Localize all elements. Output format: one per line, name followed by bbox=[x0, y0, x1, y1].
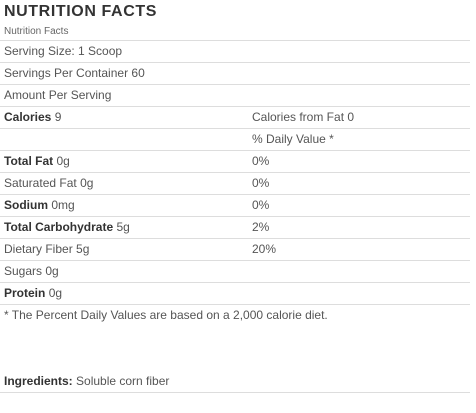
nutrient-row-saturated-fat: Saturated Fat 0g 0% bbox=[0, 173, 470, 195]
nutrient-row-protein: Protein 0g bbox=[0, 283, 470, 305]
nutrient-row-total-carbohydrate: Total Carbohydrate 5g 2% bbox=[0, 217, 470, 239]
nutrient-dv: 0% bbox=[252, 176, 270, 190]
calories-row: Calories 9 Calories from Fat 0 bbox=[0, 107, 470, 129]
nutrient-label: Sugars bbox=[4, 264, 43, 278]
nutrient-amount: 0mg bbox=[51, 198, 75, 212]
nutrient-label: Sodium bbox=[4, 198, 48, 212]
nutrient-row-sugars: Sugars 0g bbox=[0, 261, 470, 283]
nutrient-amount: 5g bbox=[76, 242, 90, 256]
nutrient-label: Total Carbohydrate bbox=[4, 220, 114, 234]
nutrient-dv bbox=[250, 283, 470, 304]
daily-value-header: % Daily Value * bbox=[252, 132, 334, 146]
calories-from-fat: Calories from Fat 0 bbox=[252, 110, 355, 124]
nutrient-label: Total Fat bbox=[4, 154, 54, 168]
calories-label: Calories bbox=[4, 110, 52, 124]
nutrition-table: Serving Size: 1 Scoop Servings Per Conta… bbox=[0, 40, 470, 305]
nutrient-amount: 0g bbox=[56, 154, 70, 168]
ingredients-label: Ingredients: bbox=[4, 374, 73, 388]
ingredients: Ingredients: Soluble corn fiber bbox=[4, 373, 169, 389]
nutrient-label: Dietary Fiber bbox=[4, 242, 73, 256]
nutrient-amount: 0g bbox=[80, 176, 94, 190]
servings-per-container-row: Servings Per Container 60 bbox=[0, 63, 470, 85]
nutrient-amount: 0g bbox=[45, 264, 59, 278]
nutrient-row-dietary-fiber: Dietary Fiber 5g 20% bbox=[0, 239, 470, 261]
nutrient-amount: 5g bbox=[116, 220, 130, 234]
ingredients-value: Soluble corn fiber bbox=[76, 374, 170, 388]
nutrient-dv: 0% bbox=[252, 154, 270, 168]
servings-per-container: Servings Per Container 60 bbox=[4, 66, 145, 80]
nutrient-dv: 0% bbox=[252, 198, 270, 212]
nutrient-label: Saturated Fat bbox=[4, 176, 77, 190]
serving-size-row: Serving Size: 1 Scoop bbox=[0, 41, 470, 63]
serving-size: Serving Size: 1 Scoop bbox=[4, 44, 123, 58]
page-title: NUTRITION FACTS bbox=[4, 3, 157, 20]
amount-per-serving-row: Amount Per Serving bbox=[0, 85, 470, 107]
nutrient-dv bbox=[250, 261, 470, 282]
daily-value-footnote: * The Percent Daily Values are based on … bbox=[4, 308, 328, 322]
daily-value-header-row: % Daily Value * bbox=[0, 129, 470, 151]
page-subtitle: Nutrition Facts bbox=[4, 26, 69, 37]
nutrient-row-total-fat: Total Fat 0g 0% bbox=[0, 151, 470, 173]
amount-per-serving: Amount Per Serving bbox=[4, 88, 112, 102]
nutrient-dv: 2% bbox=[252, 220, 270, 234]
nutrient-dv: 20% bbox=[252, 242, 277, 256]
ingredients-divider bbox=[0, 392, 470, 393]
calories-value: 9 bbox=[54, 110, 62, 124]
nutrient-label: Protein bbox=[4, 286, 46, 300]
nutrient-amount: 0g bbox=[48, 286, 63, 300]
nutrient-row-sodium: Sodium 0mg 0% bbox=[0, 195, 470, 217]
